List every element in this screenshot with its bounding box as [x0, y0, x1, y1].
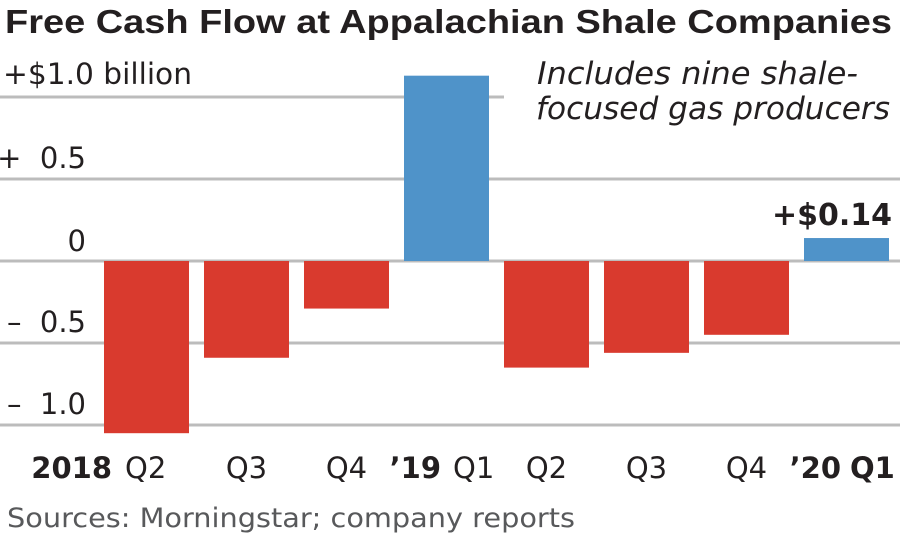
x-tick-label-quarter-2: Q4 — [326, 451, 367, 485]
x-tick-label-quarter-4: Q2 — [526, 451, 567, 485]
bar-6 — [704, 261, 789, 335]
bar-1 — [204, 261, 289, 358]
x-tick-label-quarter-1: Q3 — [226, 451, 267, 485]
y-tick-label-0.5: + 0.5 — [0, 141, 86, 175]
y-tick-label-0: 0 — [68, 224, 86, 258]
y-tick-label-neg-1.0: – 1.0 — [7, 387, 86, 421]
x-tick-label-year-0: 2018 — [31, 451, 112, 485]
x-tick-label-year-7: ’20 — [790, 451, 841, 485]
x-tick-label-quarter-0: Q2 — [125, 451, 166, 485]
x-tick-label-quarter-3: Q1 — [453, 451, 494, 485]
x-tick-label-quarter-6: Q4 — [726, 451, 767, 485]
x-tick-label-year-3: ’19 — [390, 451, 441, 485]
y-tick-label-neg-0.5: – 0.5 — [7, 305, 86, 339]
bar-7 — [804, 238, 889, 261]
x-tick-label-quarter-7: Q1 — [850, 451, 895, 485]
annotation-line-2: focused gas producers — [536, 91, 890, 127]
chart-title: Free Cash Flow at Appalachian Shale Comp… — [5, 3, 892, 40]
bar-5 — [604, 261, 689, 353]
x-tick-label-quarter-5: Q3 — [626, 451, 667, 485]
bar-4 — [504, 261, 589, 368]
y-tick-label-1.0: +$1.0 billion — [3, 57, 192, 91]
bar-3 — [404, 75, 489, 262]
x-axis-labels: 2018 Q2 Q3 Q4 ’19 Q1 Q2 Q3 Q4 ’20 Q1 — [31, 451, 895, 485]
annotation-line-1: Includes nine shale- — [537, 56, 858, 92]
data-label-q1-2020: +$0.14 — [772, 198, 892, 233]
bars — [104, 75, 889, 434]
bar-0 — [104, 261, 189, 434]
source-note: Sources: Morningstar; company reports — [7, 503, 575, 534]
bar-2 — [304, 261, 389, 309]
